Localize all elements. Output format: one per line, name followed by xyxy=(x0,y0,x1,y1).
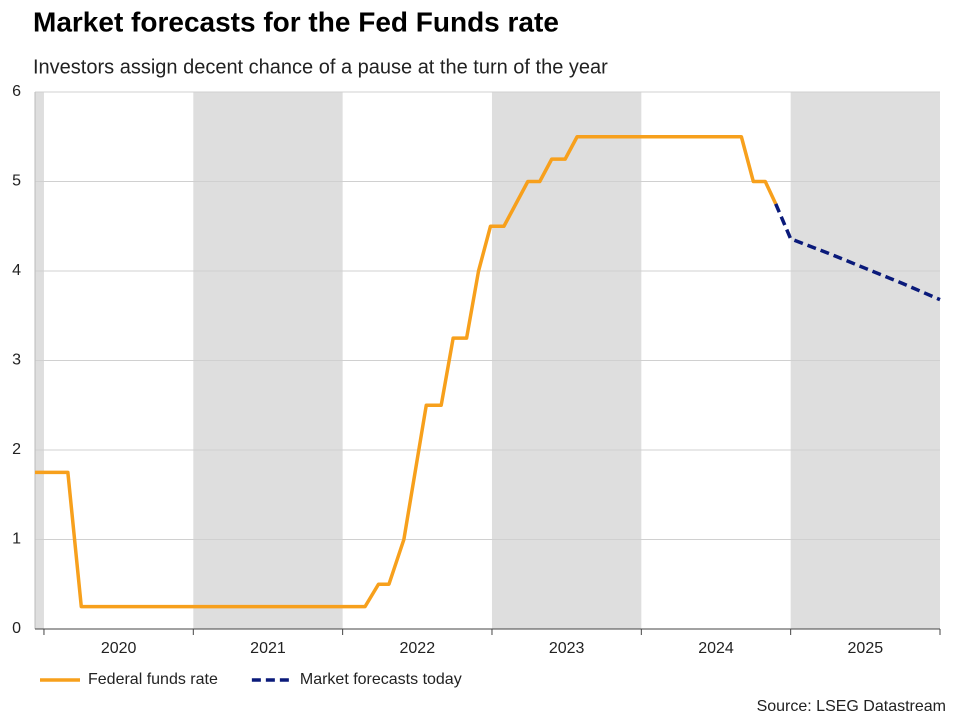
x-tick-label: 2022 xyxy=(400,640,436,657)
y-tick-label: 0 xyxy=(12,620,21,637)
x-tick-label: 2024 xyxy=(698,640,734,657)
y-tick-label: 4 xyxy=(12,262,21,279)
legend-label: Federal funds rate xyxy=(88,671,218,688)
chart-subtitle: Investors assign decent chance of a paus… xyxy=(33,56,608,78)
series-line xyxy=(35,135,778,609)
x-tick-label: 2023 xyxy=(549,640,585,657)
x-tick-label: 2021 xyxy=(250,640,286,657)
y-tick-label: 1 xyxy=(12,531,21,548)
y-tick-label: 3 xyxy=(12,352,21,369)
y-tick-label: 6 xyxy=(12,83,21,100)
legend-label: Market forecasts today xyxy=(300,671,462,688)
y-tick-label: 2 xyxy=(12,441,21,458)
source: Source: LSEG Datastream xyxy=(757,698,946,715)
x-tick-label: 2025 xyxy=(848,640,884,657)
y-tick-label: 5 xyxy=(12,173,21,190)
series-line xyxy=(774,203,941,302)
chart-title: Market forecasts for the Fed Funds rate xyxy=(33,6,559,37)
x-tick-label: 2020 xyxy=(101,640,137,657)
